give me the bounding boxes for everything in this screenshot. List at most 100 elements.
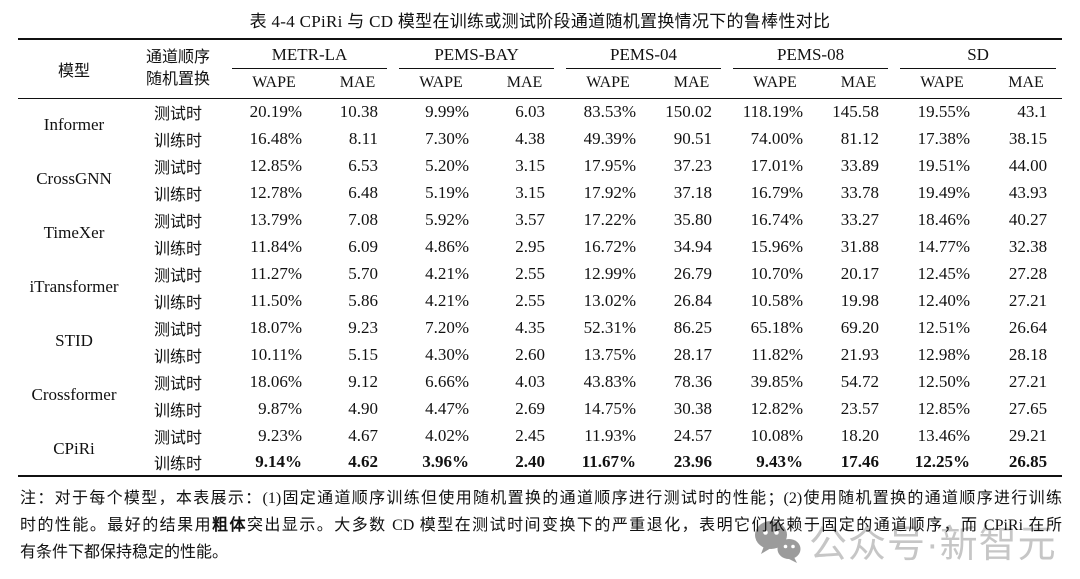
phase-label: 测试时 [153, 105, 202, 123]
phase-label: 测试时 [153, 429, 202, 447]
mae-value: 4.67 [348, 425, 379, 445]
group-header-row: 模型 通道顺序 随机置换 METR-LA PEMS-BAY PEMS-04 PE… [18, 39, 1062, 88]
wape-value: 4.21% [425, 263, 470, 283]
mae-value: 33.78 [840, 182, 880, 202]
model-name: STID [55, 331, 93, 350]
footnote-line2-post: 突出显示。大多数 CD 模型在测试时间变换下的严重退化，表明它们依赖于固定的通道… [246, 517, 1062, 534]
model-column-header: 模型 [57, 62, 90, 80]
model-name: Informer [43, 115, 105, 135]
mae-value: 38.15 [1008, 128, 1048, 148]
wape-value: 7.20% [425, 317, 470, 337]
wape-value: 16.48% [249, 128, 302, 148]
wape-value: 17.01% [750, 155, 804, 175]
mae-value: 2.40 [515, 452, 546, 471]
wape-value: 19.49% [917, 182, 971, 202]
wape-value: 7.30% [425, 128, 470, 148]
dataset-header-pems-08: PEMS-08 [727, 39, 894, 69]
mae-value: 2.45 [515, 425, 546, 445]
mae-value: 4.38 [515, 128, 546, 148]
mae-value: 29.21 [1008, 425, 1048, 445]
wape-value: 4.86% [425, 236, 470, 256]
table-row: CrossGNN 测试时 12.85% 6.53 5.20% 3.15 17.95% 37.2… [18, 152, 1062, 189]
wape-value: 18.46% [917, 209, 971, 229]
wape-value: 9.14% [255, 452, 302, 471]
table-header: 模型 通道顺序 随机置换 METR-LA PEMS-BAY PEMS-04 PE… [18, 39, 1063, 98]
wape-header: WAPE [252, 74, 296, 92]
table-row: iTransformer 测试时 11.27% 5.70 4.21% 2.55 12.99%… [18, 260, 1062, 297]
mae-value: 8.11 [348, 128, 379, 148]
wape-value: 9.43% [756, 452, 804, 471]
phase-label: 测试时 [153, 159, 202, 177]
mae-value: 18.20 [840, 425, 880, 445]
wape-value: 17.92% [583, 182, 637, 202]
model-name: CrossGNN [36, 169, 112, 188]
wape-value: 39.85% [750, 371, 804, 391]
wape-value: 4.47% [425, 398, 470, 418]
mae-value: 86.25 [673, 317, 713, 337]
wape-value: 11.84% [250, 236, 302, 256]
mae-value: 35.80 [673, 209, 713, 229]
phase-label: 训练时 [153, 402, 202, 420]
table-footnote: 注：对于每个模型，本表展示：(1)固定通道顺序训练但使用随机置换的通道顺序进行测… [20, 485, 1062, 566]
mae-value: 31.88 [840, 236, 880, 256]
mae-value: 24.57 [673, 425, 713, 445]
mae-value: 69.20 [840, 317, 880, 337]
footnote-line-3: 有条件下都保持稳定的性能。 [20, 544, 229, 561]
mae-header: MAE [339, 74, 376, 92]
wape-header: WAPE [419, 74, 463, 92]
mae-value: 6.48 [348, 182, 379, 202]
mae-value: 43.93 [1008, 182, 1048, 202]
mae-value: 32.38 [1008, 236, 1048, 256]
wape-value: 12.78% [249, 182, 302, 202]
wape-header: WAPE [586, 74, 630, 92]
wape-value: 6.66% [425, 371, 470, 391]
wape-value: 52.31% [583, 317, 637, 337]
mae-value: 2.69 [515, 398, 546, 418]
mae-header: MAE [506, 74, 543, 92]
mae-value: 3.57 [515, 209, 546, 229]
mae-value: 33.27 [840, 209, 880, 229]
footnote-line-1: 注：对于每个模型，本表展示：(1)固定通道顺序训练但使用随机置换的通道顺序进行测… [20, 490, 1062, 507]
perm-column-header: 通道顺序 随机置换 [130, 39, 226, 98]
mae-header: MAE [1008, 74, 1044, 92]
wape-value: 15.96% [750, 236, 804, 256]
wape-value: 5.92% [425, 209, 470, 229]
model-name: TimeXer [43, 223, 105, 242]
wape-value: 17.95% [583, 155, 637, 175]
table-row: Informer 测试时 20.19% 10.38 9.99% 6.03 83.53% 150… [18, 98, 1062, 135]
wape-value: 12.85% [917, 398, 971, 418]
table-row: 训练时 11.50% 5.86 4.21% 2.55 13.02% 26.84 10.58% 1… [18, 287, 1062, 314]
wape-value: 74.00% [750, 128, 804, 148]
table-caption: 表 4-4 CPiRi 与 CD 模型在训练或测试阶段通道随机置换情况下的鲁棒性… [249, 12, 831, 31]
dataset-header-metr-la: METR-LA [226, 39, 393, 69]
mae-value: 27.65 [1008, 398, 1048, 418]
wape-value: 16.72% [583, 236, 637, 256]
wape-value: 12.25% [914, 452, 971, 471]
footnote-line2-pre: 时的性能。最好的结果用 [20, 517, 213, 534]
mae-value: 2.60 [515, 344, 546, 364]
mae-value: 7.08 [348, 209, 379, 229]
wape-value: 10.70% [750, 263, 804, 283]
mae-value: 33.89 [840, 155, 880, 175]
wape-value: 4.30% [425, 344, 470, 364]
wechat-icon [752, 519, 802, 570]
mae-value: 4.62 [348, 452, 379, 471]
table-row: CPiRi 测试时 9.23% 4.67 4.02% 2.45 11.93% 24.57 10.… [18, 422, 1062, 458]
wape-value: 20.19% [249, 101, 302, 121]
wape-value: 17.38% [917, 128, 971, 148]
phase-label: 训练时 [153, 186, 202, 204]
mae-value: 78.36 [673, 371, 713, 391]
table-row: 训练时 12.78% 6.48 5.19% 3.15 17.92% 37.18 16.79% 3… [18, 179, 1062, 206]
mae-value: 3.15 [515, 155, 546, 175]
mae-value: 2.55 [515, 290, 546, 310]
mae-value: 145.58 [832, 101, 880, 121]
mae-value: 27.21 [1008, 371, 1048, 391]
wape-value: 4.21% [425, 290, 470, 310]
phase-label: 测试时 [153, 213, 202, 231]
mae-value: 44.00 [1008, 155, 1048, 175]
mae-value: 6.03 [515, 101, 546, 121]
mae-value: 3.15 [515, 182, 546, 202]
mae-value: 150.02 [665, 101, 713, 121]
wape-value: 13.79% [249, 209, 302, 229]
